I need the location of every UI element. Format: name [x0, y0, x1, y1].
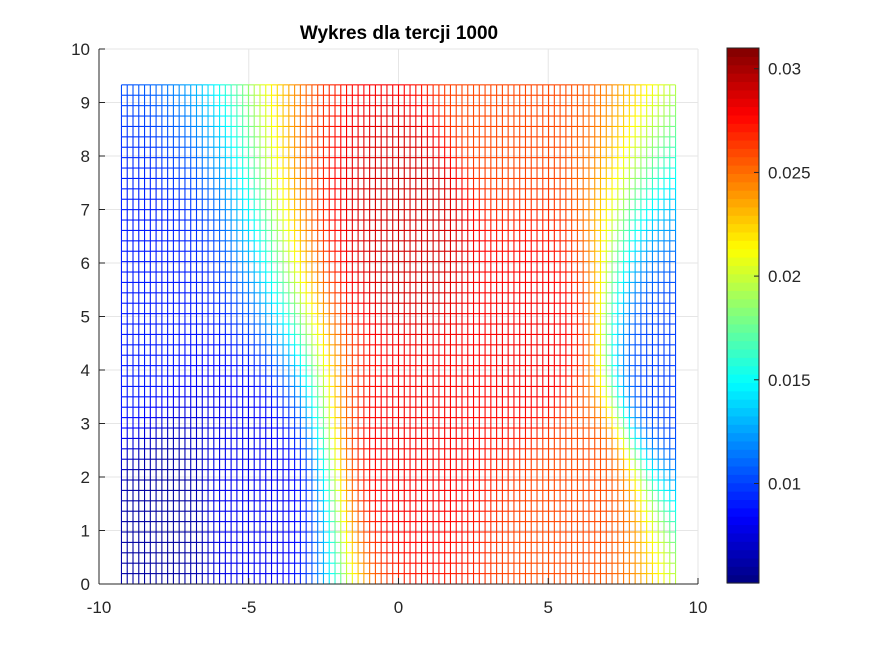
chart-title: Wykres dla tercji 1000 [300, 23, 498, 44]
